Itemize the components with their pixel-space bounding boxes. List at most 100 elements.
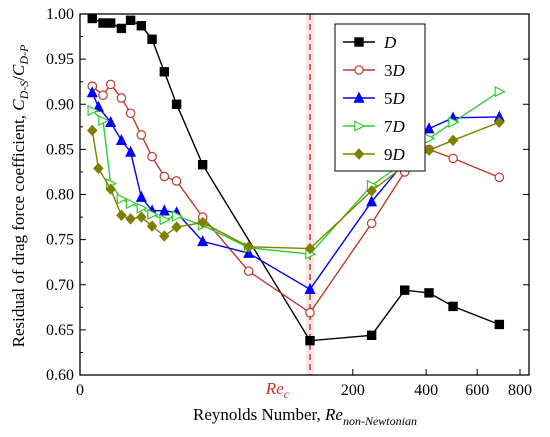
- plot-frame: [79, 13, 530, 376]
- series-point-9D-9: [197, 216, 208, 229]
- series-point-D-11: [366, 330, 377, 340]
- series-line-5D: [91, 92, 500, 291]
- series-point-7D-4: [125, 197, 138, 210]
- series-point-3D-6: [147, 151, 157, 162]
- series-line-D: [92, 17, 500, 342]
- series-point-3D-15: [448, 153, 458, 164]
- y-tick-label-2: 0.70: [46, 277, 74, 294]
- series-point-7D-5: [136, 202, 148, 214]
- series-point-9D-5: [136, 211, 147, 223]
- series-point-9D-14: [423, 144, 435, 157]
- y-tick-label-1: 0.65: [46, 322, 74, 339]
- series-point-D-8: [171, 99, 182, 109]
- series-point-9D-12: [366, 185, 377, 197]
- series-point-D-3: [116, 23, 127, 34]
- legend-marker-4: [353, 148, 365, 160]
- series-point-9D-4: [125, 213, 136, 225]
- series-point-3D-11: [305, 307, 315, 318]
- series-point-5D-9: [197, 235, 209, 247]
- series-point-5D-5: [135, 190, 147, 202]
- series-point-9D-7: [159, 230, 170, 242]
- series-point-9D-0: [86, 124, 98, 137]
- series-point-D-2: [105, 18, 116, 28]
- series-point-7D-15: [448, 116, 460, 128]
- series-point-D-5: [136, 21, 147, 31]
- series-point-D-12: [400, 285, 410, 295]
- series-point-5D-11: [304, 282, 316, 294]
- series-point-5D-4: [125, 145, 137, 157]
- series-point-9D-16: [494, 116, 505, 129]
- series-point-3D-16: [494, 172, 505, 183]
- x-tick-label-4: 800: [508, 382, 532, 399]
- series-point-D-14: [448, 301, 458, 312]
- legend-label-4: 9D: [384, 145, 406, 164]
- series-point-5D-10: [243, 246, 255, 258]
- y-tick-label-8: 1.00: [46, 6, 74, 23]
- x-axis-title: Reynolds Number, Renon-Newtonian: [193, 405, 417, 428]
- x-tick-label-1: 200: [341, 382, 365, 399]
- series-point-D-4: [125, 15, 136, 26]
- series-point-5D-1: [92, 100, 104, 112]
- y-tick-label-4: 0.80: [46, 187, 74, 204]
- legend-marker-1: [354, 65, 364, 75]
- series-point-3D-10: [243, 266, 254, 277]
- series-point-7D-1: [98, 114, 110, 127]
- y-tick-label-5: 0.85: [46, 141, 74, 158]
- series-point-D-9: [197, 160, 208, 170]
- series-point-D-0: [87, 13, 97, 24]
- series-point-D-13: [424, 288, 434, 298]
- series-point-3D-4: [125, 108, 136, 119]
- x-tick-label-0: 0: [76, 382, 84, 399]
- series-point-9D-1: [93, 162, 104, 175]
- legend-label-2: 5D: [384, 89, 406, 108]
- series-point-7D-6: [147, 208, 159, 221]
- axis-ticks: [79, 13, 529, 376]
- series-point-9D-11: [304, 242, 316, 255]
- x-tick-label-2: 400: [414, 382, 438, 399]
- series-point-D-6: [147, 34, 157, 44]
- series-point-9D-3: [116, 209, 127, 221]
- y-tick-label-3: 0.75: [46, 232, 74, 249]
- x-tick-label-3: 600: [465, 382, 489, 399]
- series-point-9D-2: [105, 183, 116, 195]
- series-point-7D-7: [159, 214, 171, 226]
- series-point-3D-5: [136, 130, 147, 140]
- y-tick-label-6: 0.90: [46, 96, 74, 113]
- y-tick-label-7: 0.95: [46, 51, 74, 68]
- legend-marker-3: [354, 120, 366, 132]
- series-point-7D-16: [494, 85, 506, 98]
- series-point-3D-8: [171, 176, 182, 186]
- critical-reynolds-label: Rec: [265, 379, 290, 401]
- series-point-3D-7: [159, 171, 170, 182]
- legend-label-1: 3D: [384, 61, 406, 80]
- series-point-D-15: [494, 319, 505, 330]
- series-point-7D-3: [116, 193, 128, 205]
- series-point-9D-6: [146, 220, 158, 232]
- series-line-3D: [91, 83, 500, 314]
- series-point-D-1: [98, 18, 108, 28]
- series-point-D-10: [305, 336, 315, 346]
- series-point-D-7: [159, 67, 170, 77]
- series-point-3D-1: [98, 90, 108, 101]
- series-point-5D-7: [158, 204, 170, 216]
- series-point-9D-15: [447, 134, 459, 147]
- series-point-9D-10: [243, 241, 254, 253]
- series-point-5D-12: [366, 195, 378, 207]
- series-point-7D-8: [171, 210, 184, 222]
- chart-marks: [86, 13, 506, 375]
- legend-marker-0: [354, 37, 364, 47]
- legend-marker-2: [353, 91, 365, 103]
- legend-label-3: 7D: [384, 117, 406, 136]
- series-point-5D-0: [86, 86, 98, 98]
- series-point-5D-2: [105, 115, 117, 127]
- series-point-3D-2: [105, 79, 116, 90]
- series-point-3D-3: [116, 93, 127, 103]
- series-point-5D-14: [423, 122, 435, 134]
- series-point-9D-8: [171, 221, 182, 233]
- legend: D 3D 5D 7D 9D: [334, 23, 426, 172]
- legend-label-0: D: [383, 33, 397, 52]
- series-point-7D-0: [87, 104, 99, 117]
- series-point-3D-12: [366, 218, 377, 229]
- y-tick-label-0: 0.60: [46, 367, 74, 384]
